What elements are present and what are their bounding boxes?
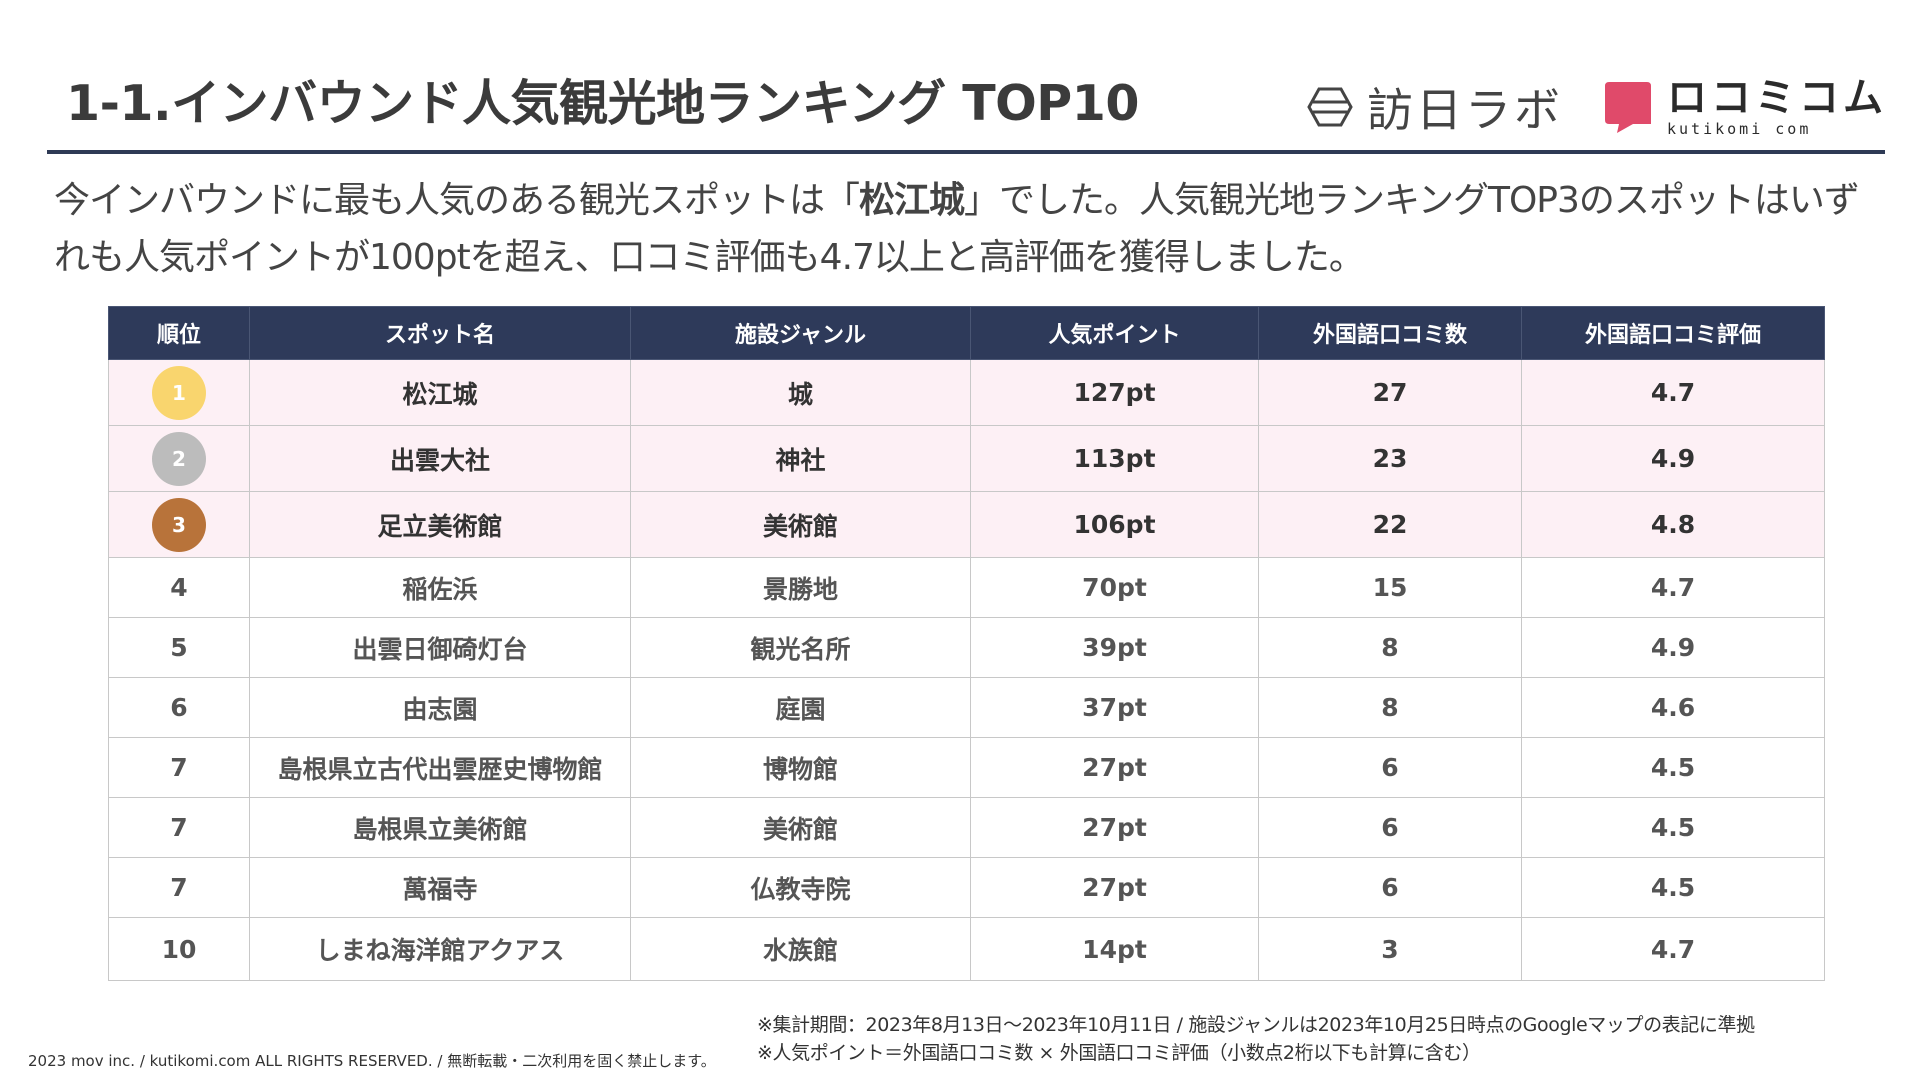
rating-cell: 4.7	[1521, 359, 1825, 426]
header-spot-name: スポット名	[249, 306, 631, 360]
kuchikomi-wordmark: ロコミコム	[1667, 74, 1887, 121]
header-rank: 順位	[108, 306, 250, 360]
review-count-cell: 15	[1258, 557, 1522, 618]
header-review-rating: 外国語口コミ評価	[1521, 306, 1825, 360]
spot-name-cell: しまね海洋館アクアス	[249, 917, 631, 981]
table-row: 4 稲佐浜 景勝地 70pt 15 4.7	[108, 557, 1825, 618]
speech-bubble-logo-icon	[1605, 82, 1651, 133]
spot-name-cell: 島根県立美術館	[249, 797, 631, 858]
table-row: 7 島根県立古代出雲歴史博物館 博物館 27pt 6 4.5	[108, 737, 1825, 798]
spot-name-cell: 由志園	[249, 677, 631, 738]
summary-highlight: 松江城	[859, 180, 965, 221]
points-cell: 39pt	[970, 617, 1259, 678]
review-count-cell: 6	[1258, 737, 1522, 798]
rating-cell: 4.8	[1521, 491, 1825, 558]
gold-medal-icon: 1	[152, 365, 206, 420]
genre-cell: 観光名所	[630, 617, 971, 678]
houjin-labo-logo: 訪日ラボ	[1307, 74, 1563, 140]
summary-part2: 」でした。人気観光地ランキングTOP3のスポットはいずれも人気ポイントが100p…	[54, 180, 1860, 278]
spot-name-cell: 松江城	[249, 359, 631, 426]
footnote-period: ※集計期間：2023年8月13日〜2023年10月11日 / 施設ジャンルは20…	[757, 1014, 1755, 1036]
footnote-formula: ※人気ポイント＝外国語口コミ数 × 外国語口コミ評価（小数点2桁以下も計算に含む…	[757, 1042, 1481, 1064]
review-count-cell: 23	[1258, 425, 1522, 492]
table-header-row: 順位 スポット名 施設ジャンル 人気ポイント 外国語口コミ数 外国語口コミ評価	[108, 306, 1825, 360]
houjin-labo-wordmark: 訪日ラボ	[1367, 83, 1563, 137]
ranking-table: 順位 スポット名 施設ジャンル 人気ポイント 外国語口コミ数 外国語口コミ評価 …	[108, 306, 1825, 981]
rating-cell: 4.5	[1521, 797, 1825, 858]
genre-cell: 城	[630, 359, 971, 426]
rating-cell: 4.9	[1521, 617, 1825, 678]
rank-cell: 7	[108, 797, 250, 858]
review-count-cell: 8	[1258, 617, 1522, 678]
page-title: 1-1.インバウンド人気観光地ランキング TOP10	[66, 75, 1139, 132]
silver-medal-icon: 2	[152, 431, 206, 486]
genre-cell: 水族館	[630, 917, 971, 981]
kuchikomi-url: kutikomi com	[1667, 119, 1812, 138]
points-cell: 27pt	[970, 737, 1259, 798]
table-row: 3 足立美術館 美術館 106pt 22 4.8	[108, 491, 1825, 558]
review-count-cell: 8	[1258, 677, 1522, 738]
table-row: 6 由志園 庭園 37pt 8 4.6	[108, 677, 1825, 738]
rating-cell: 4.5	[1521, 737, 1825, 798]
points-cell: 27pt	[970, 797, 1259, 858]
review-count-cell: 6	[1258, 797, 1522, 858]
points-cell: 14pt	[970, 917, 1259, 981]
rank-cell: 5	[108, 617, 250, 678]
rating-cell: 4.7	[1521, 917, 1825, 981]
table-row: 1 松江城 城 127pt 27 4.7	[108, 359, 1825, 426]
table-row: 7 島根県立美術館 美術館 27pt 6 4.5	[108, 797, 1825, 858]
bronze-medal-icon: 3	[152, 497, 206, 552]
review-count-cell: 22	[1258, 491, 1522, 558]
rating-cell: 4.6	[1521, 677, 1825, 738]
spot-name-cell: 稲佐浜	[249, 557, 631, 618]
review-count-cell: 3	[1258, 917, 1522, 981]
genre-cell: 仏教寺院	[630, 857, 971, 918]
kuchikomi-logo: ロコミコム kutikomi com	[1603, 78, 1887, 137]
summary-part1: 今インバウンドに最も人気のある観光スポットは「	[54, 180, 860, 221]
table-row: 10 しまね海洋館アクアス 水族館 14pt 3 4.7	[108, 917, 1825, 981]
rank-cell: 7	[108, 737, 250, 798]
rating-cell: 4.5	[1521, 857, 1825, 918]
rank-cell: 7	[108, 857, 250, 918]
points-cell: 113pt	[970, 425, 1259, 492]
genre-cell: 美術館	[630, 491, 971, 558]
rating-cell: 4.7	[1521, 557, 1825, 618]
header-genre: 施設ジャンル	[630, 306, 971, 360]
spot-name-cell: 足立美術館	[249, 491, 631, 558]
table-row: 2 出雲大社 神社 113pt 23 4.9	[108, 425, 1825, 492]
review-count-cell: 6	[1258, 857, 1522, 918]
title-divider	[47, 150, 1885, 154]
spot-name-cell: 出雲日御碕灯台	[249, 617, 631, 678]
genre-cell: 美術館	[630, 797, 971, 858]
points-cell: 127pt	[970, 359, 1259, 426]
genre-cell: 景勝地	[630, 557, 971, 618]
header-points: 人気ポイント	[970, 306, 1259, 360]
points-cell: 70pt	[970, 557, 1259, 618]
rank-cell: 10	[108, 917, 250, 981]
rank-cell: 1	[108, 359, 250, 426]
copyright-text: 2023 mov inc. / kutikomi.com ALL RIGHTS …	[28, 1052, 716, 1070]
genre-cell: 庭園	[630, 677, 971, 738]
hexagon-logo-icon	[1307, 87, 1353, 127]
rank-cell: 3	[108, 491, 250, 558]
points-cell: 37pt	[970, 677, 1259, 738]
rank-cell: 4	[108, 557, 250, 618]
rank-cell: 2	[108, 425, 250, 492]
spot-name-cell: 島根県立古代出雲歴史博物館	[249, 737, 631, 798]
points-cell: 106pt	[970, 491, 1259, 558]
genre-cell: 博物館	[630, 737, 971, 798]
footnotes: ※集計期間：2023年8月13日〜2023年10月11日 / 施設ジャンルは20…	[757, 1011, 1755, 1067]
header-review-count: 外国語口コミ数	[1258, 306, 1522, 360]
table-row: 7 萬福寺 仏教寺院 27pt 6 4.5	[108, 857, 1825, 918]
genre-cell: 神社	[630, 425, 971, 492]
table-row: 5 出雲日御碕灯台 観光名所 39pt 8 4.9	[108, 617, 1825, 678]
points-cell: 27pt	[970, 857, 1259, 918]
spot-name-cell: 出雲大社	[249, 425, 631, 492]
logo-area: 訪日ラボ ロコミコム kutikomi com	[1307, 76, 1887, 138]
rating-cell: 4.9	[1521, 425, 1825, 492]
rank-cell: 6	[108, 677, 250, 738]
summary-text: 今インバウンドに最も人気のある観光スポットは「松江城」でした。人気観光地ランキン…	[54, 172, 1884, 286]
spot-name-cell: 萬福寺	[249, 857, 631, 918]
review-count-cell: 27	[1258, 359, 1522, 426]
